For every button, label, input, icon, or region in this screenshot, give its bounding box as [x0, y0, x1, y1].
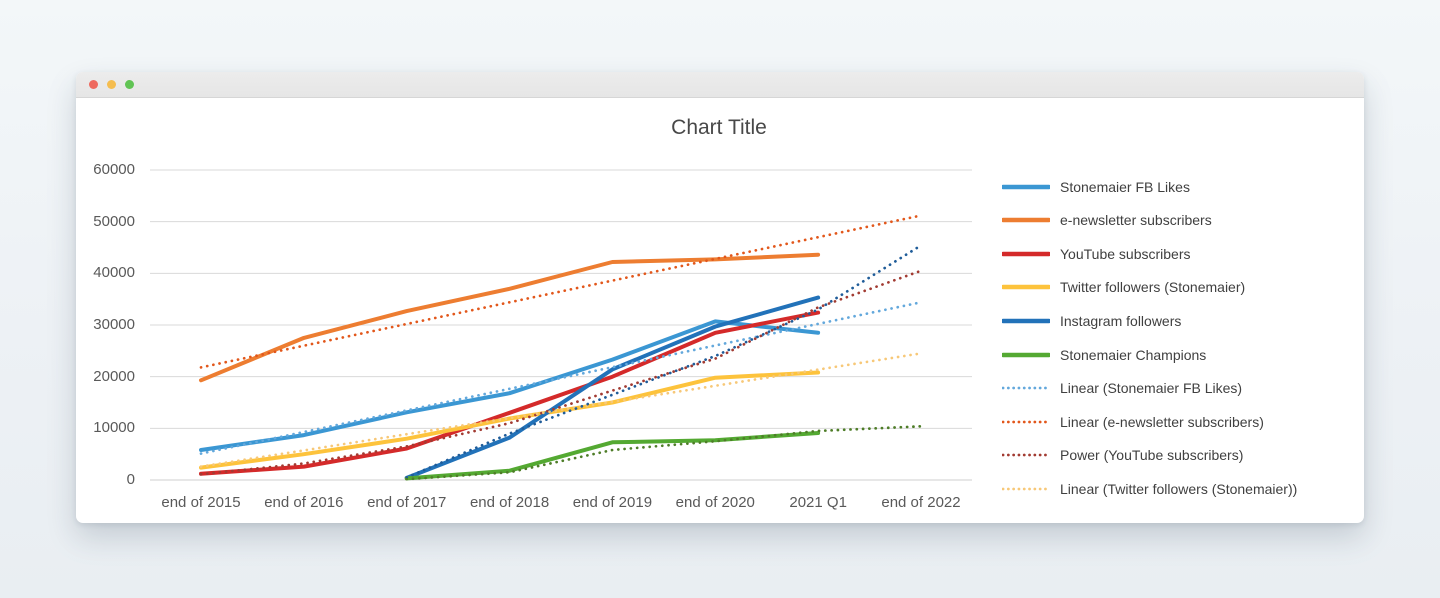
legend-item-label: Power (YouTube subscribers)	[1060, 447, 1244, 464]
legend-line-swatch-icon	[1002, 184, 1050, 189]
legend-item-label: Linear (e-newsletter subscribers)	[1060, 413, 1264, 430]
legend-item-label: Stonemaier FB Likes	[1060, 178, 1190, 195]
legend-line-swatch-icon	[1002, 217, 1050, 223]
legend-item[interactable]: Twitter followers (Stonemaier)	[1002, 277, 1245, 297]
legend-item-label: Stonemaier Champions	[1060, 346, 1207, 363]
legend-dotted-swatch-icon	[1002, 420, 1050, 424]
legend-dotted-swatch-icon	[1002, 487, 1050, 491]
legend-item-label: YouTube subscribers	[1060, 245, 1191, 262]
chart-title: Chart Title	[671, 116, 767, 139]
legend-item-label: Instagram followers	[1060, 312, 1182, 329]
legend-item[interactable]: Power (YouTube subscribers)	[1002, 445, 1243, 465]
window-titlebar	[76, 72, 1364, 98]
legend-item-label: e-newsletter subscribers	[1060, 212, 1212, 229]
legend-item[interactable]: Stonemaier Champions	[1002, 345, 1206, 365]
legend-item[interactable]: Linear (Stonemaier FB Likes)	[1002, 378, 1242, 398]
legend-line-swatch-icon	[1002, 318, 1050, 324]
legend-line-swatch-icon	[1002, 352, 1050, 357]
legend-dotted-swatch-icon	[1002, 386, 1050, 390]
legend-item-label: Twitter followers (Stonemaier)	[1060, 279, 1246, 296]
legend-line-swatch-icon	[1002, 285, 1050, 290]
legend-item[interactable]: Linear (e-newsletter subscribers)	[1002, 412, 1264, 432]
minimize-window-button-icon[interactable]	[107, 80, 116, 89]
legend-item[interactable]: e-newsletter subscribers	[1002, 210, 1212, 230]
legend-item[interactable]: Linear (Twitter followers (Stonemaier))	[1002, 479, 1297, 499]
legend-dotted-swatch-icon	[1002, 453, 1050, 457]
legend-item-label: Linear (Twitter followers (Stonemaier))	[1060, 480, 1298, 497]
legend-line-swatch-icon	[1002, 251, 1050, 256]
zoom-window-button-icon[interactable]	[125, 80, 134, 89]
legend-item[interactable]: Stonemaier FB Likes	[1002, 177, 1190, 197]
legend-item[interactable]: Instagram followers	[1002, 311, 1181, 331]
legend-item-label: Linear (Stonemaier FB Likes)	[1060, 380, 1243, 397]
legend-item[interactable]: YouTube subscribers	[1002, 244, 1190, 264]
close-window-button-icon[interactable]	[89, 80, 98, 89]
